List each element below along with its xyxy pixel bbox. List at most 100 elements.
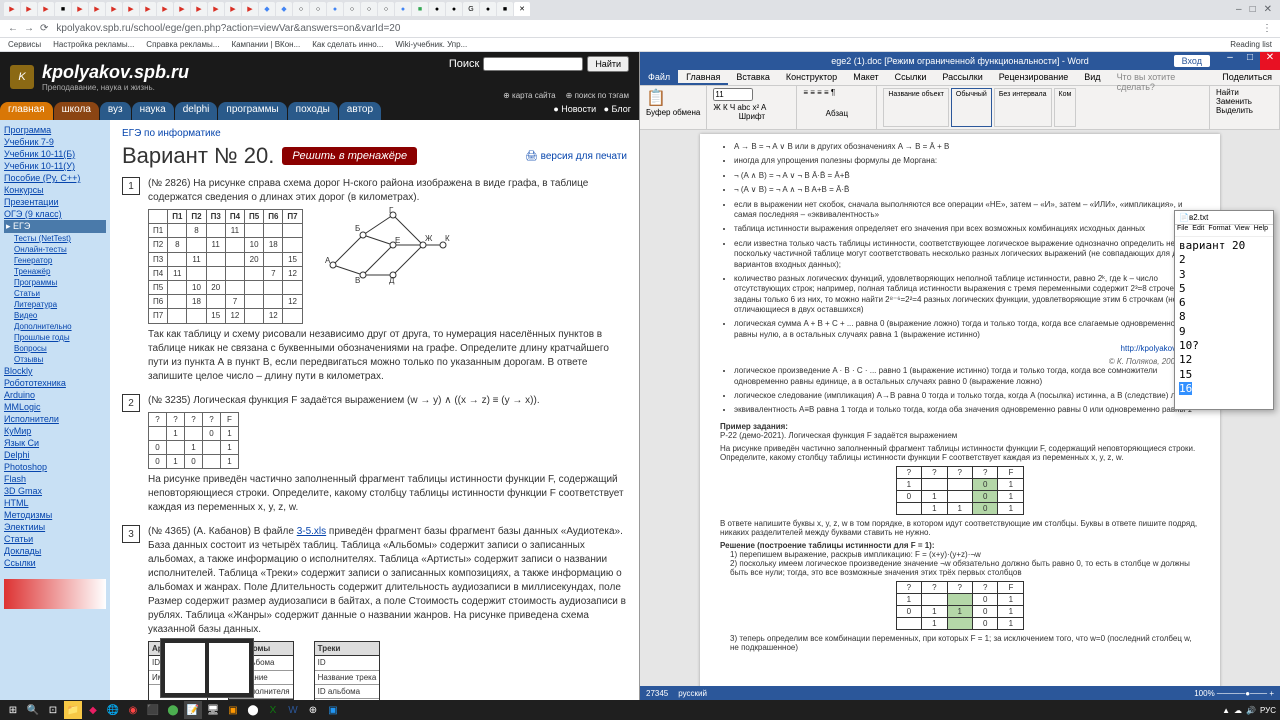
tab-icon[interactable]: ■ (55, 2, 71, 16)
tab-icon[interactable]: ▶ (174, 2, 190, 16)
word-icon[interactable]: W (284, 701, 302, 719)
sidebar-sub[interactable]: Тесты (NetTest) (4, 233, 106, 244)
sidebar-item[interactable]: Конкурсы (4, 184, 106, 196)
file-link[interactable]: 3-5.xls (297, 526, 326, 537)
app-icon[interactable]: ◉ (124, 701, 142, 719)
sidebar-item[interactable]: Учебник 10-11(Б) (4, 148, 106, 160)
breadcrumb[interactable]: ЕГЭ по информатике (122, 128, 627, 139)
app-icon[interactable]: ▣ (224, 701, 242, 719)
sidebar-sub[interactable]: Онлайн-тесты (4, 244, 106, 255)
notepad-titlebar[interactable]: 📄 в2.txt (1175, 211, 1273, 225)
sidebar-item[interactable]: Учебник 10-11(У) (4, 160, 106, 172)
bookmark-item[interactable]: Сервисы (8, 40, 41, 49)
nav-tab-main[interactable]: главная (0, 102, 53, 120)
tab-icon[interactable]: ○ (293, 2, 309, 16)
paste-icon[interactable]: 📋 (646, 88, 700, 108)
sidebar-item[interactable]: Учебник 7-9 (4, 136, 106, 148)
sidebar-item[interactable]: Arduino (4, 389, 106, 401)
sidebar-item[interactable]: 3D Gmax (4, 485, 106, 497)
notepad-window[interactable]: 📄 в2.txt File Edit Format View Help вари… (1174, 210, 1274, 410)
tab-icon[interactable]: ● (429, 2, 445, 16)
preview-thumb[interactable]: "Ц...✕ (209, 643, 249, 693)
ribbon-share[interactable]: Поделиться (1214, 70, 1280, 85)
notepad-body[interactable]: вариант 2023568910?121516 (1175, 237, 1273, 398)
sidebar-item[interactable]: КуМир (4, 425, 106, 437)
sidebar-item[interactable]: Пособие (Ру, С++) (4, 172, 106, 184)
word-minimize-icon[interactable]: ‒ (1220, 52, 1240, 70)
sidebar-sub[interactable]: Видео (4, 310, 106, 321)
app-icon[interactable]: ⊕ (304, 701, 322, 719)
app-icon[interactable]: ▣ (324, 701, 342, 719)
app-icon[interactable]: ⬤ (164, 701, 182, 719)
tab-icon[interactable]: ■ (412, 2, 428, 16)
sidebar-item[interactable]: Доклады (4, 545, 106, 557)
reload-icon[interactable]: ⟳ (40, 23, 48, 34)
sidebar-item[interactable]: Delphi (4, 449, 106, 461)
font-size-input[interactable] (713, 88, 753, 101)
menu-item[interactable]: Format (1208, 225, 1230, 236)
window-minimize-icon[interactable]: ‒ (1236, 4, 1242, 18)
ribbon-tab[interactable]: Вставка (728, 70, 777, 85)
select-link[interactable]: Выделить (1216, 106, 1273, 115)
sidebar-item[interactable]: Photoshop (4, 461, 106, 473)
ribbon-tell-me[interactable]: Что вы хотите сделать? (1109, 70, 1215, 85)
tab-icon[interactable]: ▶ (225, 2, 241, 16)
tab-icon[interactable]: ▶ (140, 2, 156, 16)
sidebar-item[interactable]: Flash (4, 473, 106, 485)
sidebar-item[interactable]: Методизмы (4, 509, 106, 521)
sidebar-item-current[interactable]: ▸ ЕГЭ (4, 220, 106, 233)
sidebar-sub[interactable]: Прошлые годы (4, 332, 106, 343)
tab-icon[interactable]: ● (327, 2, 343, 16)
ribbon-tab[interactable]: Рассылки (934, 70, 990, 85)
find-link[interactable]: Найти (1216, 88, 1273, 97)
tab-icon[interactable]: ● (395, 2, 411, 16)
excel-icon[interactable]: X (264, 701, 282, 719)
ribbon-tab[interactable]: Макет (845, 70, 886, 85)
nav-tab-science[interactable]: наука (132, 102, 174, 120)
style-box[interactable]: Обычный (951, 88, 992, 127)
menu-item[interactable]: Edit (1192, 225, 1204, 236)
tab-icon[interactable]: ▶ (191, 2, 207, 16)
nav-tab-delphi[interactable]: delphi (175, 102, 218, 120)
sidebar-sub[interactable]: Программы (4, 277, 106, 288)
chrome-icon[interactable]: 🌐 (104, 701, 122, 719)
nav-back-icon[interactable]: ← (8, 23, 18, 34)
tab-icon[interactable]: ▶ (89, 2, 105, 16)
tab-icon[interactable]: ▶ (208, 2, 224, 16)
nav-news[interactable]: ● Новости ● Блог (545, 102, 639, 120)
sidebar-sub[interactable]: Генератор (4, 255, 106, 266)
ribbon-tab[interactable]: Конструктор (778, 70, 845, 85)
ribbon-tab[interactable]: Рецензирование (991, 70, 1077, 85)
sidebar-item[interactable]: Программа (4, 124, 106, 136)
task-view-icon[interactable]: ⊡ (44, 701, 62, 719)
replace-link[interactable]: Заменить (1216, 97, 1273, 106)
sidebar-item[interactable]: HTML (4, 497, 106, 509)
sitemap-link[interactable]: ⊕ карта сайта (503, 91, 556, 100)
sidebar-item[interactable]: Электииы (4, 521, 106, 533)
sidebar-sub[interactable]: Дополнительно (4, 321, 106, 332)
menu-item[interactable]: File (1177, 225, 1188, 236)
bookmark-item[interactable]: Как сделать инно... (312, 40, 383, 49)
tab-icon[interactable]: ▶ (157, 2, 173, 16)
sidebar-sub[interactable]: Вопросы (4, 343, 106, 354)
sidebar-item[interactable]: Ссылки (4, 557, 106, 569)
reading-list[interactable]: Reading list (1230, 40, 1272, 49)
extensions-icon[interactable]: ⋮ (1262, 23, 1272, 34)
sidebar-item[interactable]: Blockly (4, 365, 106, 377)
tab-icon[interactable]: ● (480, 2, 496, 16)
tray-icon[interactable]: ☁ (1234, 706, 1242, 715)
window-maximize-icon[interactable]: □ (1250, 4, 1256, 18)
window-close-icon[interactable]: ✕ (1264, 4, 1272, 18)
banner-icon[interactable] (4, 579, 106, 609)
tab-icon[interactable]: ▶ (21, 2, 37, 16)
ribbon-tab-file[interactable]: Файл (640, 70, 678, 85)
search-button[interactable]: Найти (587, 56, 629, 72)
nav-tab-trips[interactable]: походы (288, 102, 338, 120)
word-close-icon[interactable]: ✕ (1260, 52, 1280, 70)
close-icon[interactable]: ✕ (242, 619, 249, 628)
tray-icon[interactable]: 🔊 (1246, 706, 1256, 715)
app-icon[interactable]: ⬛ (144, 701, 162, 719)
tab-icon[interactable]: ▶ (72, 2, 88, 16)
sidebar-item[interactable]: ОГЭ (9 класс) (4, 208, 106, 220)
bookmark-item[interactable]: Настройка рекламы... (53, 40, 134, 49)
